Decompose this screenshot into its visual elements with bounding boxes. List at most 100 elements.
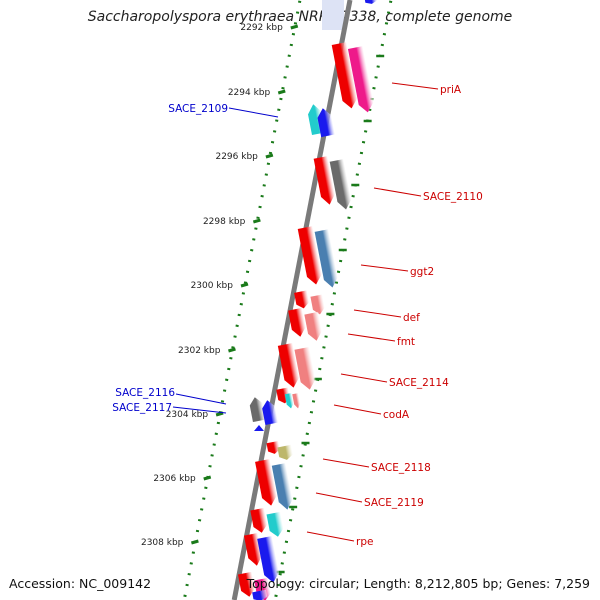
gene-arrow-shape xyxy=(284,392,294,409)
gene-arrow xyxy=(292,393,301,409)
leader-line xyxy=(315,492,363,503)
tick-label: 2306 kbp xyxy=(153,474,196,484)
gene-arrow-shape xyxy=(277,342,300,388)
gene-arrow xyxy=(294,290,310,309)
tick-label: 2308 kbp xyxy=(141,538,184,548)
gene-arrow-shape xyxy=(304,311,322,341)
gene-label: SACE_2114 xyxy=(389,377,449,389)
leader-line xyxy=(340,373,388,383)
gene-arrow xyxy=(310,294,325,315)
map-title: Saccharopolyspora erythraea NRRL 2338, c… xyxy=(87,9,513,25)
gene-arrow-shape xyxy=(257,535,279,583)
leader-line xyxy=(172,406,227,414)
gene-arrow xyxy=(304,311,322,341)
topology-text: Topology: circular; Length: 8,212,805 bp… xyxy=(246,576,590,591)
gene-arrow xyxy=(329,159,352,210)
leader-line xyxy=(373,187,422,197)
leader-line xyxy=(391,82,439,90)
gene-label: priA xyxy=(440,84,462,96)
gene-arrow xyxy=(347,46,374,113)
gene-arrow xyxy=(314,229,338,288)
tick-mark xyxy=(252,218,261,224)
tick-label: 2302 kbp xyxy=(178,346,221,356)
gene-arrow-shape xyxy=(292,393,301,409)
gene-arrow xyxy=(249,397,266,423)
gene-arrow-shape xyxy=(237,571,255,597)
backbone-line xyxy=(231,0,353,600)
gene-arrow-shape xyxy=(347,46,374,113)
tick-mark xyxy=(215,411,224,417)
gene-label: SACE_2119 xyxy=(364,497,424,509)
gene-label: fmt xyxy=(397,336,415,348)
slice-highlight xyxy=(322,0,344,30)
tick-mark xyxy=(277,89,286,95)
gene-arrow xyxy=(266,440,280,454)
gene-arrow xyxy=(237,571,255,597)
tick-mark xyxy=(265,153,274,159)
gene-arrow xyxy=(284,392,294,409)
tick-label: 2304 kbp xyxy=(166,410,209,420)
tick-mark xyxy=(228,347,236,353)
gene-arrow-shape xyxy=(252,589,268,600)
tick-label: 2294 kbp xyxy=(228,88,271,98)
leader-line xyxy=(333,404,382,415)
gene-arrow-shape xyxy=(262,400,279,426)
gene-arrow xyxy=(288,307,306,337)
leader-line xyxy=(347,333,396,342)
gene-label: SACE_2110 xyxy=(423,191,483,203)
gene-arrow-shape xyxy=(314,229,338,288)
tick-label: 2300 kbp xyxy=(191,281,234,291)
gene-label: SACE_2118 xyxy=(371,462,431,474)
leader-line xyxy=(175,393,227,405)
gene-arrow-shape xyxy=(317,108,335,138)
gene-arrow xyxy=(277,342,300,388)
gene-arrow-shape xyxy=(255,458,277,506)
gene-label: codA xyxy=(383,409,410,421)
gene-arrow xyxy=(313,156,335,205)
gene-arrow-shape xyxy=(310,294,325,315)
gene-arrow-shape xyxy=(249,397,266,423)
gene-label: def xyxy=(403,312,420,324)
tick-mark xyxy=(240,282,249,288)
gene-arrow-shape xyxy=(243,532,263,566)
tick-label: 2292 kbp xyxy=(240,23,283,33)
gene-arrow-shape xyxy=(294,346,316,390)
gene-arrow xyxy=(257,535,279,583)
gene-arrow xyxy=(262,400,279,426)
gene-label: SACE_2116 xyxy=(115,387,175,399)
tick-mark xyxy=(190,539,199,545)
gene-arrow xyxy=(297,226,322,285)
gene-arrow xyxy=(364,0,378,4)
leader-line xyxy=(306,531,355,542)
tick-mark xyxy=(203,475,212,481)
gene-arrow-shape xyxy=(294,290,310,309)
gene-arrow-shape xyxy=(266,511,284,537)
leader-line xyxy=(322,458,370,468)
leader-line xyxy=(353,309,402,318)
gene-label: ggt2 xyxy=(410,266,434,278)
tick-label: 2298 kbp xyxy=(203,217,246,227)
gene-arrow-shape xyxy=(266,440,280,454)
gene-arrow xyxy=(271,463,293,510)
tick-label: 2296 kbp xyxy=(215,152,258,162)
gene-arrow xyxy=(250,507,268,533)
gene-arrow-shape xyxy=(277,444,293,460)
gene-arrow xyxy=(266,511,284,537)
gene-label: SACE_2109 xyxy=(168,103,228,115)
gene-arrow xyxy=(317,108,335,138)
gene-arrow-shape xyxy=(250,507,268,533)
gene-arrow xyxy=(252,589,268,600)
accession-text: Accession: NC_009142 xyxy=(9,576,152,591)
leader-line xyxy=(228,107,279,118)
gene-arrow-shape xyxy=(331,42,358,109)
gene-arrow-shape xyxy=(288,307,306,337)
gene-arrow xyxy=(277,444,293,460)
gene-arrow xyxy=(294,346,316,390)
gene-label: rpe xyxy=(356,536,373,548)
gene-arrow-shape xyxy=(271,463,293,510)
gene-arrow xyxy=(243,532,263,566)
gene-arrow xyxy=(331,42,358,109)
gene-arrow-shape xyxy=(297,226,322,285)
gene-arrow xyxy=(255,458,277,506)
